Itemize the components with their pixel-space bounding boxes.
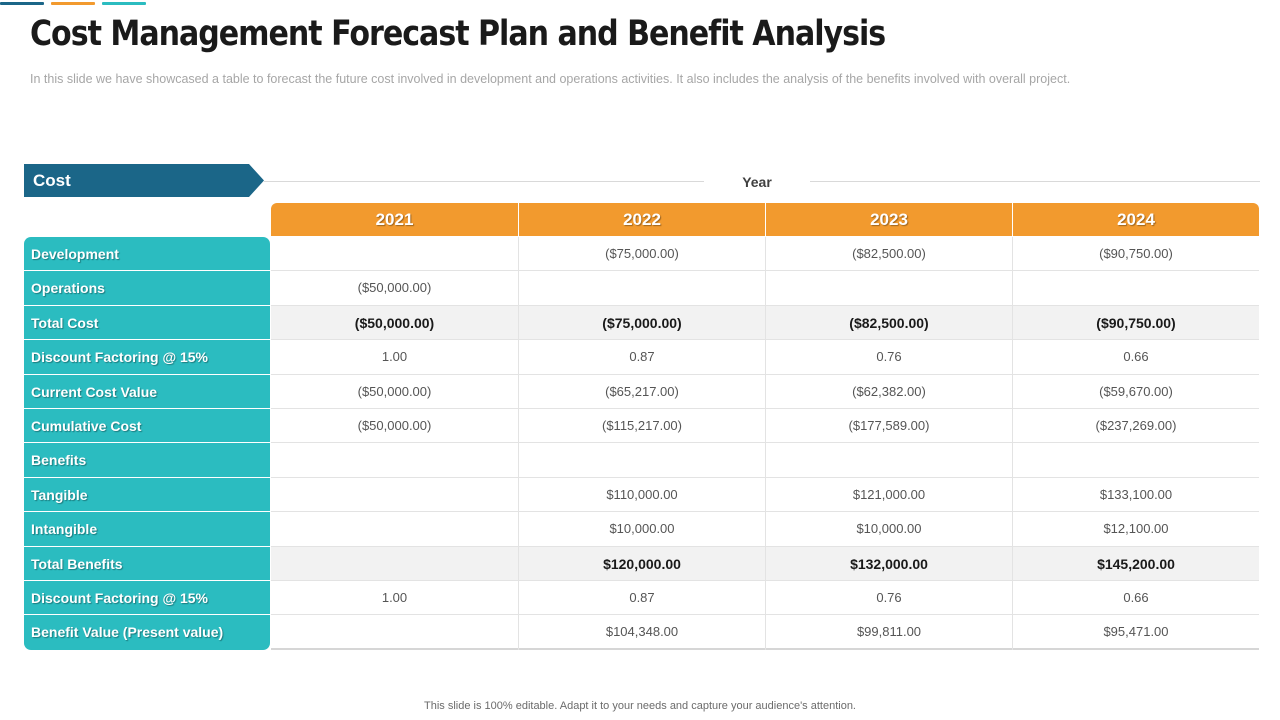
table-row: $104,348.00 $99,811.00 $95,471.00 bbox=[271, 615, 1259, 650]
table-cell: ($65,217.00) bbox=[518, 374, 765, 408]
year-header-cell: 2022 bbox=[518, 203, 765, 236]
year-header-cell: 2024 bbox=[1012, 203, 1259, 236]
row-label: Cumulative Cost bbox=[24, 409, 270, 444]
table-row: ($50,000.00) ($115,217.00) ($177,589.00)… bbox=[271, 408, 1259, 444]
row-label: Development bbox=[24, 237, 270, 272]
table-cell: $12,100.00 bbox=[1012, 512, 1259, 546]
table-cell: $95,471.00 bbox=[1012, 615, 1259, 650]
table-row: ($75,000.00) ($82,500.00) ($90,750.00) bbox=[271, 237, 1259, 272]
table-cell: $145,200.00 bbox=[1012, 546, 1259, 580]
year-header-row: 2021 2022 2023 2024 bbox=[271, 203, 1259, 236]
table-cell bbox=[518, 443, 765, 477]
row-label: Benefits bbox=[24, 443, 270, 478]
table-cell bbox=[518, 271, 765, 305]
row-label: Intangible bbox=[24, 512, 270, 547]
row-label: Current Cost Value bbox=[24, 375, 270, 409]
table-row bbox=[271, 443, 1259, 478]
table-cell: 1.00 bbox=[381, 589, 408, 605]
table-cell: ($50,000.00) bbox=[357, 417, 432, 433]
footer-note: This slide is 100% editable. Adapt it to… bbox=[424, 700, 856, 712]
table-cell: $104,348.00 bbox=[518, 615, 765, 650]
table-cell: 0.87 bbox=[518, 580, 765, 615]
table-cell: ($59,670.00) bbox=[1012, 374, 1259, 408]
accent-bar-teal bbox=[102, 2, 146, 5]
table-cell: 1.00 bbox=[381, 349, 408, 365]
table-cell: ($115,217.00) bbox=[518, 408, 765, 443]
table-cell: $120,000.00 bbox=[518, 546, 765, 580]
table-cell bbox=[271, 237, 518, 270]
table-cell: $132,000.00 bbox=[765, 546, 1012, 580]
table-cell bbox=[271, 443, 518, 476]
table-cell: $121,000.00 bbox=[765, 477, 1012, 512]
accent-bar-orange bbox=[51, 2, 95, 5]
row-label: Discount Factoring @ 15% bbox=[24, 581, 270, 616]
table-cell: ($75,000.00) bbox=[518, 305, 765, 340]
table-cell: 0.66 bbox=[1012, 580, 1259, 615]
table-cell: ($62,382.00) bbox=[765, 374, 1012, 408]
row-label: Total Benefits bbox=[24, 547, 270, 581]
table-cell: ($50,000.00) bbox=[354, 314, 435, 331]
table-row: $110,000.00 $121,000.00 $133,100.00 bbox=[271, 477, 1259, 513]
table-cell: $99,811.00 bbox=[765, 615, 1012, 650]
table-cell bbox=[765, 271, 1012, 305]
year-divider-right bbox=[810, 181, 1260, 182]
table-cell: 0.76 bbox=[765, 340, 1012, 374]
table-cell bbox=[271, 615, 518, 649]
table-row: ($50,000.00) bbox=[271, 271, 1259, 306]
year-label: Year bbox=[742, 174, 772, 190]
table-cell bbox=[765, 443, 1012, 477]
year-header-cell: 2021 bbox=[375, 210, 414, 229]
row-label-column: Development Operations Total Cost Discou… bbox=[24, 237, 270, 650]
table-cell bbox=[271, 547, 518, 580]
table-cell: 0.76 bbox=[765, 580, 1012, 615]
table-cell: ($237,269.00) bbox=[1012, 408, 1259, 443]
table-cell: ($50,000.00) bbox=[357, 383, 432, 399]
table-cell: $110,000.00 bbox=[518, 477, 765, 512]
table-row-total: $120,000.00 $132,000.00 $145,200.00 bbox=[271, 546, 1259, 581]
year-header-cell: 2023 bbox=[765, 203, 1012, 236]
table-row: 1.00 0.87 0.76 0.66 bbox=[271, 340, 1259, 375]
slide-title: Cost Management Forecast Plan and Benefi… bbox=[30, 14, 886, 54]
table-cell: ($90,750.00) bbox=[1012, 305, 1259, 340]
slide-subtitle: In this slide we have showcased a table … bbox=[30, 72, 1071, 86]
table-row: 1.00 0.87 0.76 0.66 bbox=[271, 580, 1259, 616]
row-label: Total Cost bbox=[24, 306, 270, 341]
forecast-table: ($75,000.00) ($82,500.00) ($90,750.00) (… bbox=[271, 237, 1259, 650]
table-row: ($50,000.00) ($65,217.00) ($62,382.00) (… bbox=[271, 374, 1259, 409]
cost-banner: Cost bbox=[24, 164, 264, 197]
table-cell bbox=[271, 512, 518, 545]
table-cell: ($90,750.00) bbox=[1012, 237, 1259, 271]
table-row-total: ($50,000.00) ($75,000.00) ($82,500.00) (… bbox=[271, 305, 1259, 341]
table-row: $10,000.00 $10,000.00 $12,100.00 bbox=[271, 512, 1259, 547]
table-cell bbox=[1012, 443, 1259, 477]
row-label: Discount Factoring @ 15% bbox=[24, 340, 270, 375]
table-cell: ($177,589.00) bbox=[765, 408, 1012, 443]
table-cell: ($50,000.00) bbox=[357, 280, 432, 296]
row-label: Tangible bbox=[24, 478, 270, 513]
row-label: Benefit Value (Present value) bbox=[31, 624, 224, 641]
year-divider-left bbox=[264, 181, 704, 182]
table-cell bbox=[1012, 271, 1259, 305]
table-cell: $10,000.00 bbox=[518, 512, 765, 546]
table-cell: ($82,500.00) bbox=[765, 305, 1012, 340]
table-cell: $133,100.00 bbox=[1012, 477, 1259, 512]
table-cell bbox=[271, 478, 518, 511]
table-cell: ($82,500.00) bbox=[765, 237, 1012, 271]
table-cell: 0.87 bbox=[518, 340, 765, 374]
table-cell: ($75,000.00) bbox=[518, 237, 765, 271]
table-cell: 0.66 bbox=[1012, 340, 1259, 374]
accent-bar-blue bbox=[0, 2, 44, 5]
row-label: Operations bbox=[24, 271, 270, 306]
table-cell: $10,000.00 bbox=[765, 512, 1012, 546]
